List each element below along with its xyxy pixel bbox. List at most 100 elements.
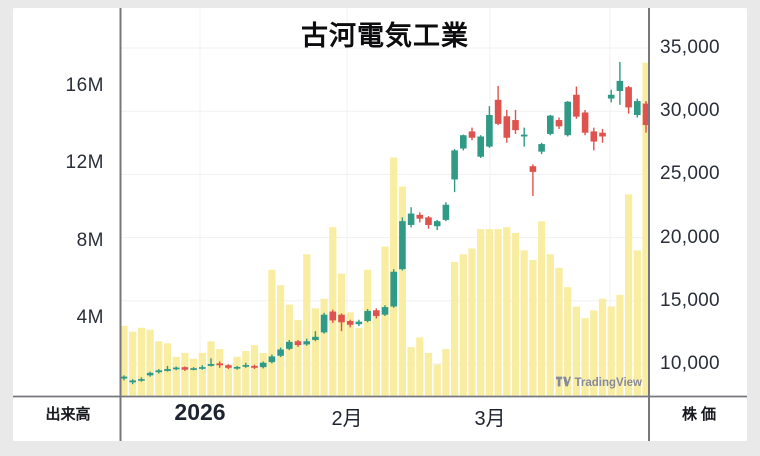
- price-tick-label: 35,000: [660, 37, 720, 58]
- candle-body: [564, 101, 571, 136]
- candle-body: [381, 307, 389, 315]
- candle-body: [451, 150, 458, 180]
- volume-bar: [198, 352, 206, 396]
- volume-bar: [294, 320, 302, 396]
- volume-bar: [407, 347, 415, 396]
- volume-bar: [511, 232, 520, 396]
- candle-body: [190, 368, 197, 370]
- volume-bar: [355, 327, 363, 396]
- candle-body: [477, 136, 484, 157]
- volume-bar: [468, 248, 476, 396]
- volume-bar: [155, 341, 163, 396]
- time-label: 2月: [331, 408, 363, 430]
- candle-body: [233, 366, 241, 369]
- candle-body: [346, 321, 354, 325]
- candle-body: [181, 367, 189, 370]
- candle-body: [503, 116, 511, 138]
- volume-bar: [372, 314, 380, 396]
- price-tick-label: 15,000: [660, 289, 720, 311]
- volume-bar: [190, 358, 198, 396]
- candle-body: [573, 94, 580, 117]
- candle-body: [468, 131, 476, 138]
- volume-bar: [442, 349, 450, 396]
- volume-bar: [625, 194, 633, 396]
- volume-bar: [416, 337, 424, 396]
- volume-bar: [224, 364, 232, 396]
- volume-tick-label: 16M: [65, 74, 104, 96]
- volume-tick-label: 8M: [76, 229, 104, 251]
- candle-body: [555, 120, 563, 127]
- volume-bar: [137, 327, 145, 396]
- candle-body: [529, 166, 537, 172]
- volume-bar: [564, 287, 572, 396]
- candle-body: [251, 365, 258, 368]
- candle-body: [338, 314, 345, 323]
- candle-body: [172, 367, 180, 370]
- candle-body: [199, 367, 206, 369]
- candle-body: [520, 134, 528, 137]
- candle-body: [138, 379, 145, 381]
- volume-bar: [555, 267, 563, 396]
- candle-body: [512, 120, 519, 131]
- candle-body: [407, 213, 415, 225]
- candle-body: [494, 99, 502, 124]
- volume-bar: [337, 273, 346, 396]
- volume-bar: [642, 62, 650, 396]
- candle-body: [320, 314, 328, 333]
- volume-bar: [477, 229, 485, 396]
- candle-body: [599, 132, 606, 137]
- candle-body: [399, 221, 406, 270]
- candle-body: [329, 311, 337, 321]
- candle-body: [486, 114, 493, 147]
- candle-body: [242, 365, 250, 367]
- candle-body: [425, 217, 432, 225]
- candle-body: [538, 144, 545, 152]
- candle-body: [155, 370, 163, 373]
- volume-bar: [129, 331, 137, 396]
- candle-body: [442, 204, 450, 220]
- volume-bar: [572, 306, 580, 396]
- volume-bar: [607, 306, 615, 396]
- candle-body: [460, 135, 467, 149]
- volume-bar: [207, 341, 215, 396]
- volume-bar: [398, 186, 406, 396]
- candle-body: [642, 103, 650, 126]
- volume-bar: [451, 261, 459, 396]
- time-label: 3月: [474, 408, 506, 430]
- volume-bar: [520, 250, 528, 396]
- volume-bar: [277, 285, 285, 396]
- volume-bar: [633, 250, 641, 396]
- volume-bar: [303, 254, 311, 396]
- candle-body: [294, 341, 302, 346]
- candle-body: [216, 363, 223, 366]
- volume-bar: [616, 294, 624, 396]
- price-axis-corner-label: 株価: [681, 406, 720, 423]
- candle-body: [129, 380, 136, 383]
- candle-body: [259, 362, 267, 368]
- candle-body: [390, 271, 397, 307]
- volume-bar: [250, 345, 259, 396]
- candle-body: [364, 310, 371, 322]
- volume-bar: [590, 310, 598, 396]
- candle-body: [590, 131, 598, 142]
- volume-bar: [503, 227, 511, 396]
- volume-bar: [346, 312, 354, 396]
- candle-body: [146, 372, 154, 376]
- volume-axis-corner-label: 出来高: [45, 406, 91, 423]
- volume-bar: [433, 364, 441, 396]
- volume-bar: [538, 221, 546, 396]
- volume-bar: [424, 352, 433, 396]
- candle-body: [607, 94, 615, 99]
- tradingview-watermark[interactable]: TradingView: [500, 376, 642, 389]
- volume-bar: [311, 308, 319, 396]
- volume-bar: [529, 260, 537, 396]
- tradingview-watermark-text: TradingView: [574, 377, 642, 389]
- candle-body: [312, 336, 319, 340]
- candle-body: [355, 321, 363, 325]
- volume-bar: [598, 298, 607, 396]
- chart-title: 古河電気工業: [301, 21, 469, 51]
- volume-bar: [485, 229, 493, 396]
- volume-bar: [172, 356, 180, 396]
